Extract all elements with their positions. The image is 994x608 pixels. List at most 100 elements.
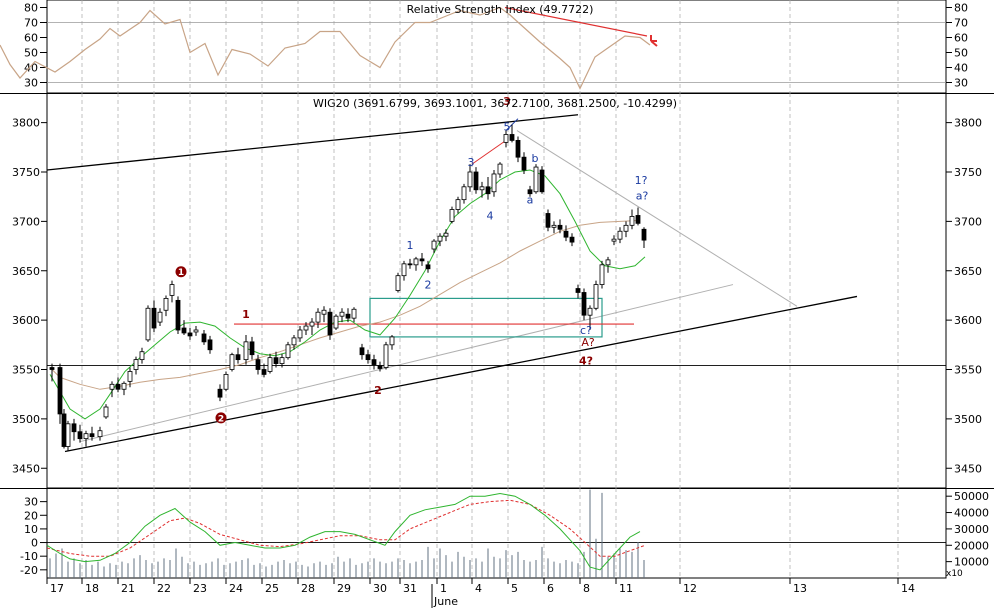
candle-body <box>611 238 617 242</box>
candle-9 <box>103 404 109 419</box>
wave-label-14: A? <box>581 336 595 349</box>
candle-body <box>201 333 207 343</box>
candle-body <box>229 354 235 370</box>
candle-body <box>377 365 383 369</box>
candle-body <box>121 382 127 390</box>
candle-47 <box>339 308 345 323</box>
candle-2 <box>61 409 67 449</box>
candle-body <box>321 309 327 315</box>
candle-body <box>175 299 181 331</box>
candle-body <box>297 329 303 339</box>
candle-5 <box>77 424 83 443</box>
candle-body <box>359 347 365 356</box>
moving-average-short <box>49 169 646 420</box>
candle-63 <box>437 233 443 247</box>
candle-body <box>103 406 109 418</box>
candle-body <box>425 264 431 270</box>
candle-83 <box>557 219 563 234</box>
candle-38 <box>285 341 291 360</box>
candle-body <box>569 236 575 243</box>
wave-label-5: 2 <box>425 279 432 292</box>
candle-56 <box>395 272 401 293</box>
volume-tick-20000: 20000 <box>954 539 989 552</box>
candle-body <box>419 258 425 262</box>
candle-73 <box>497 162 503 178</box>
candle-body <box>401 263 407 277</box>
rsi-tick-right-60: 60 <box>954 32 968 45</box>
candle-body <box>133 359 139 370</box>
price-tick-left-3550: 3550 <box>12 364 40 377</box>
wave-labels: 1 2 3 4? 1 2 3 4 5 a b 1? a? c?A? 1 2 <box>175 95 649 424</box>
candle-body <box>545 213 551 228</box>
candle-body <box>207 339 213 351</box>
candle-41 <box>303 322 309 335</box>
candle-body <box>515 139 521 158</box>
candle-18 <box>157 308 163 327</box>
candle-60 <box>419 252 425 266</box>
wave-label-12: a? <box>636 190 649 203</box>
candle-body <box>599 264 605 285</box>
candle-27 <box>217 384 223 402</box>
rsi-tick-right-40: 40 <box>954 62 968 75</box>
candle-30 <box>235 347 241 364</box>
candle-57 <box>401 260 407 281</box>
candle-body <box>383 344 389 368</box>
candle-body <box>115 383 121 390</box>
trendline-trend-3 <box>471 139 507 165</box>
candle-16 <box>145 305 151 342</box>
candle-53 <box>377 361 383 372</box>
osc-tick-0: 0 <box>31 537 38 550</box>
x-tick-label-5-13: 5 <box>511 582 518 595</box>
candle-55 <box>389 334 395 350</box>
candle-82 <box>551 221 557 234</box>
circle-marker-1 <box>215 412 227 424</box>
candle-body <box>503 134 509 143</box>
candle-body <box>49 367 55 370</box>
wave-label-2: 3 <box>503 95 511 108</box>
candle-20 <box>169 280 175 303</box>
x-tick-label-1-11: 1 <box>440 582 447 595</box>
candle-88 <box>587 305 593 330</box>
candle-42 <box>309 318 315 335</box>
candle-body <box>267 357 273 372</box>
candle-40 <box>297 326 303 342</box>
vertical-gridlines <box>81 0 899 578</box>
rsi-tick-left-30: 30 <box>24 77 38 90</box>
rsi-line <box>0 6 651 90</box>
rsi-title: Relative Strength Index (49.7722) <box>407 3 594 16</box>
wave-label-9: a <box>527 194 534 207</box>
candle-10 <box>109 381 115 398</box>
candle-body <box>629 216 635 226</box>
wave-label-8: 5 <box>504 121 511 134</box>
candle-body <box>563 230 569 238</box>
candle-85 <box>569 233 575 247</box>
trendline-channel-top <box>46 114 579 171</box>
candle-body <box>455 199 461 210</box>
candle-body <box>431 240 437 250</box>
x-month-label: June <box>433 595 458 608</box>
candle-body <box>413 258 419 266</box>
candle-body <box>581 292 587 316</box>
candle-54 <box>383 341 389 370</box>
candle-body <box>389 336 395 346</box>
volume-unit-label: x10 <box>946 569 963 579</box>
x-tick-label-11-16: 11 <box>619 582 633 595</box>
candle-92 <box>611 235 617 246</box>
rsi-panel: 30 30 40 40 50 50 60 60 70 70 80 80 Relative Streng… <box>0 2 968 90</box>
candle-72 <box>491 170 497 197</box>
candle-24 <box>193 326 199 336</box>
candle-body <box>309 321 315 327</box>
x-tick-label-25-6: 25 <box>265 582 279 595</box>
candle-39 <box>291 334 297 350</box>
candle-91 <box>605 256 611 273</box>
candle-58 <box>407 258 413 269</box>
candle-11 <box>115 377 121 393</box>
candle-body <box>557 224 563 230</box>
x-tick-label-6-14: 6 <box>547 582 554 595</box>
x-tick-label-30-9: 30 <box>373 582 387 595</box>
candle-95 <box>629 209 635 230</box>
price-tick-left-3650: 3650 <box>12 265 40 278</box>
candle-8 <box>97 426 103 441</box>
candle-26 <box>207 335 213 354</box>
